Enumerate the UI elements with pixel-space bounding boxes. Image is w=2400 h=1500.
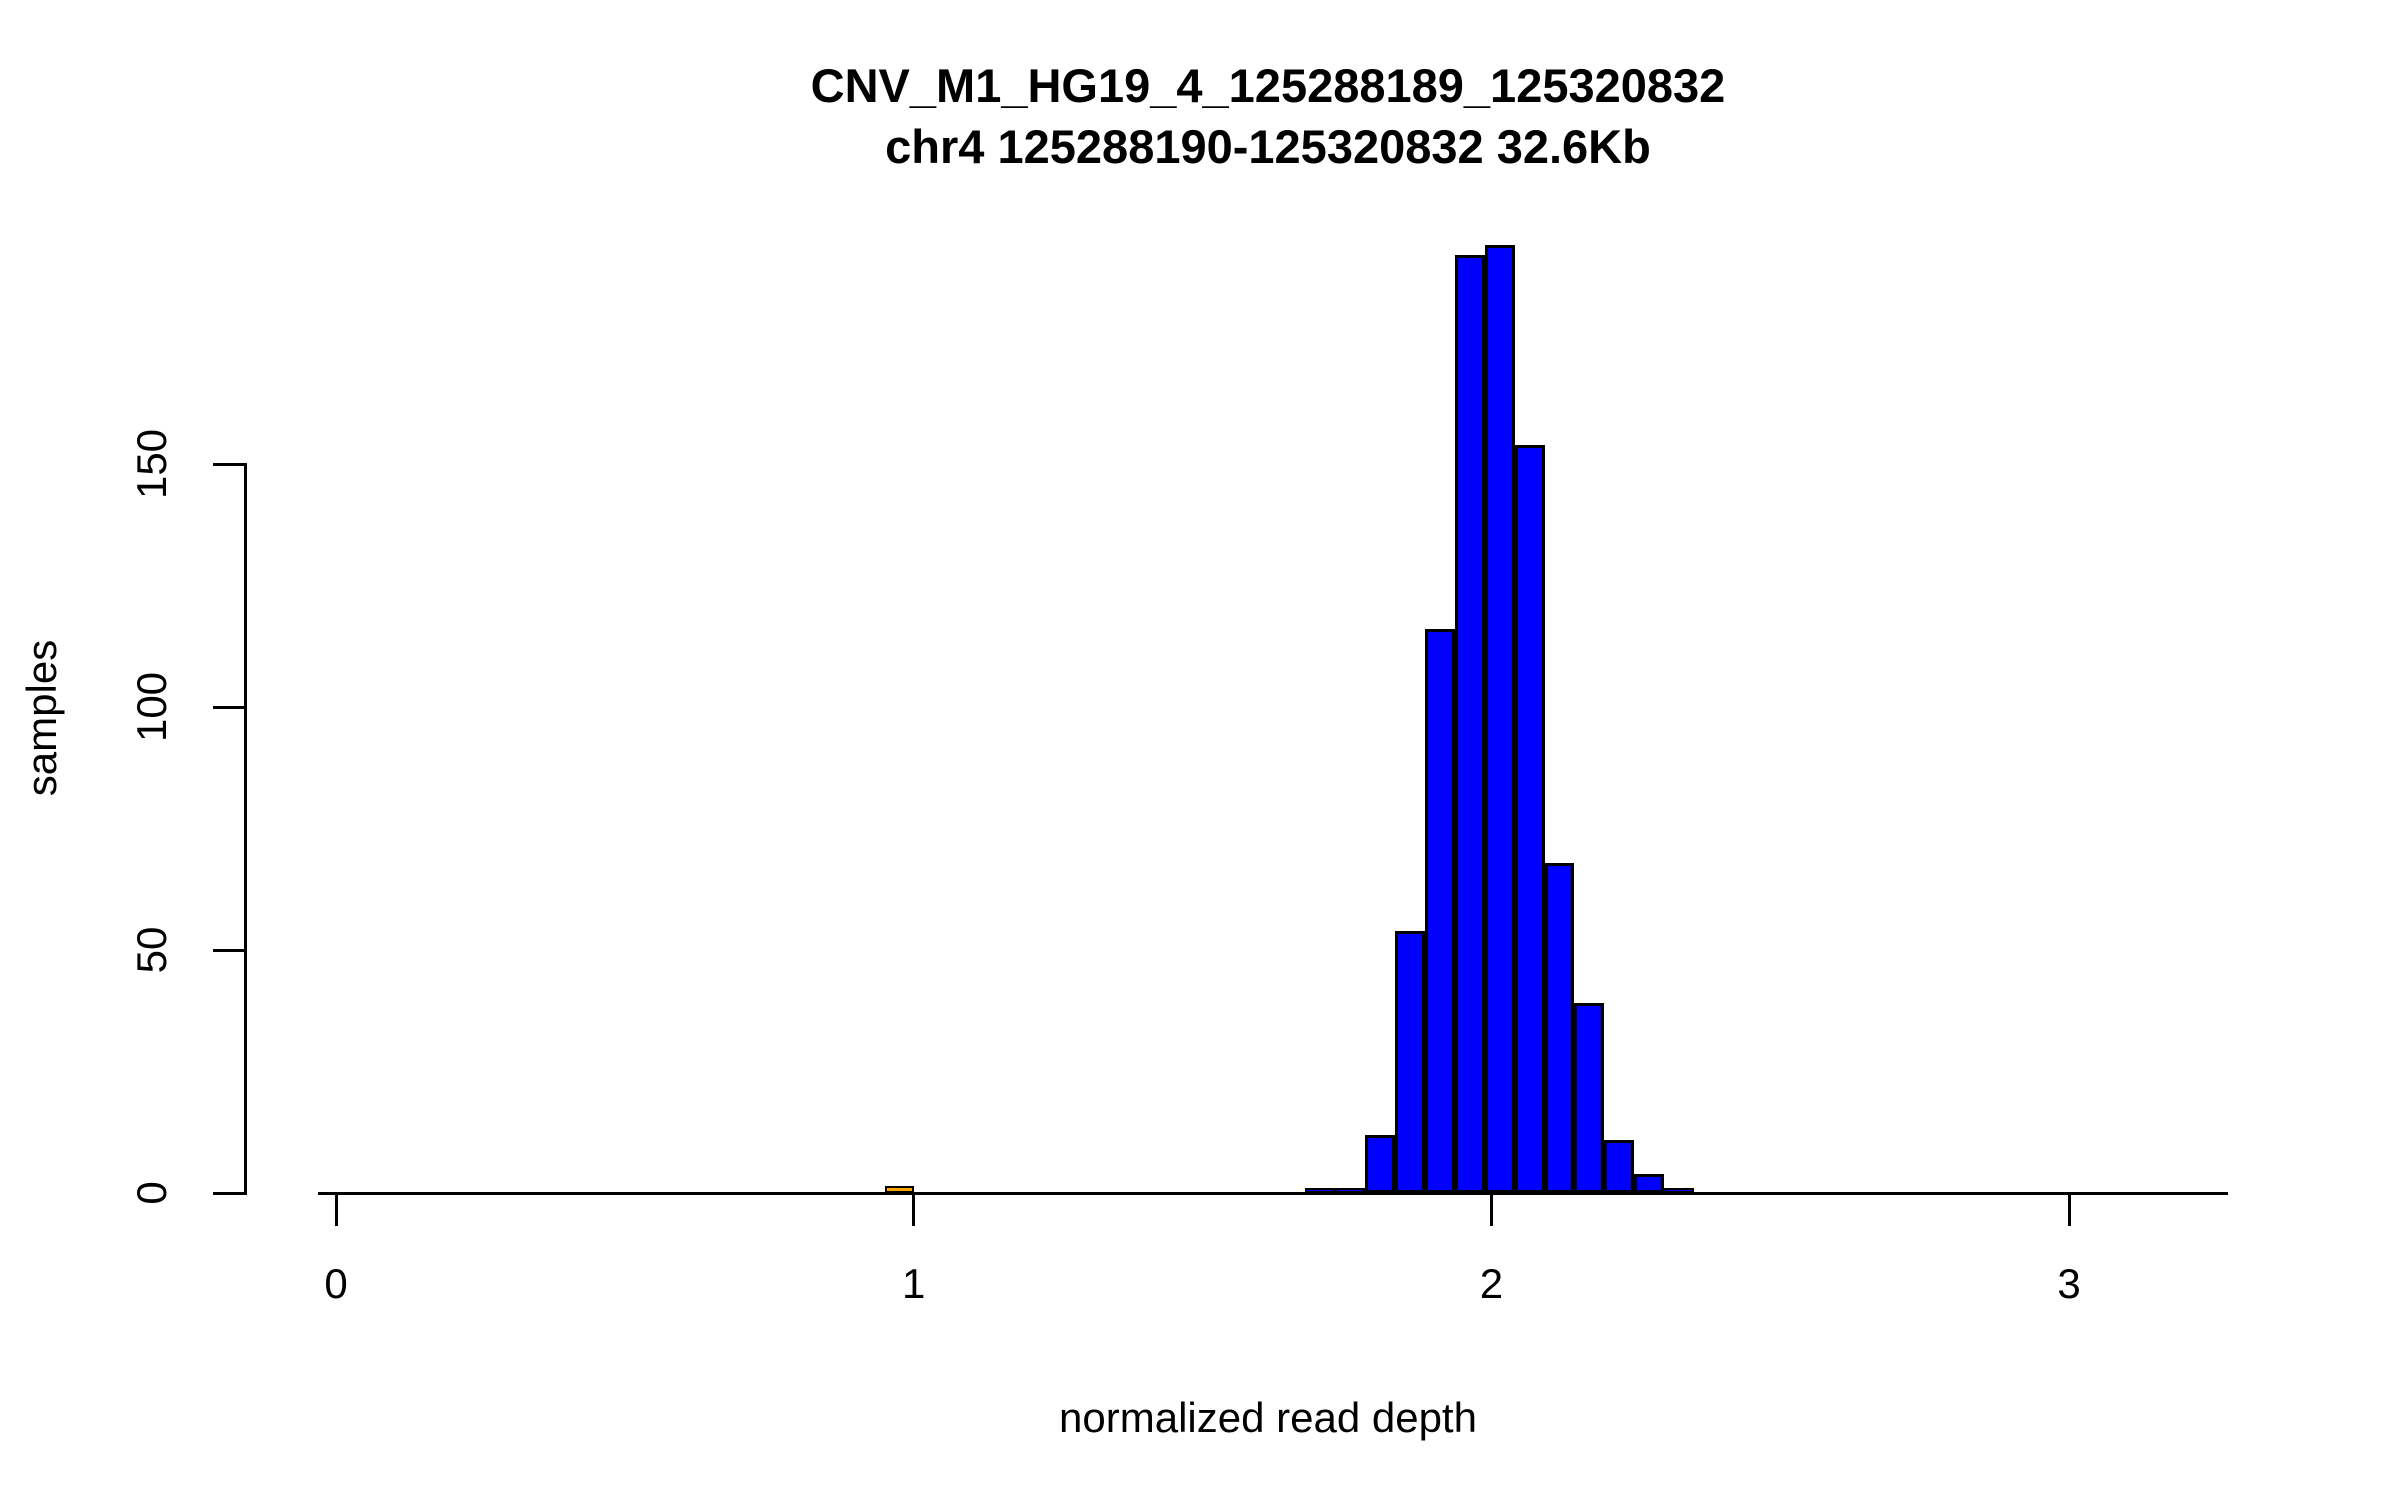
y-tick-label: 0 (128, 1181, 175, 1205)
highlight-bar (884, 1186, 914, 1193)
chart-title-line-1: CNV_M1_HG19_4_125288189_125320832 (810, 59, 1726, 112)
x-axis-tick (2067, 1193, 2071, 1226)
histogram-bar (1484, 245, 1515, 1193)
histogram-bar (1634, 1174, 1665, 1193)
histogram-bar (1335, 1188, 1365, 1193)
y-axis-tick (213, 705, 246, 709)
y-axis-line (244, 462, 247, 1195)
x-axis-label: normalized read depth (1059, 1394, 1477, 1441)
x-axis-tick (334, 1193, 338, 1226)
x-tick-label: 3 (2057, 1260, 2081, 1307)
y-axis-tick (213, 462, 246, 466)
x-tick-label: 1 (902, 1260, 926, 1307)
histogram-bar (1604, 1140, 1635, 1193)
y-axis-tick (213, 948, 246, 952)
y-axis-label: samples (18, 639, 65, 797)
histogram-bar (1455, 255, 1485, 1193)
x-axis-tick (1489, 1193, 1493, 1226)
histogram-bar (1305, 1188, 1336, 1193)
chart-title: CNV_M1_HG19_4_125288189_125320832 chr4 1… (136, 55, 2400, 177)
y-axis-tick (213, 1191, 246, 1195)
x-axis-line (318, 1191, 2228, 1195)
x-axis-tick (912, 1193, 916, 1226)
histogram-bar (1364, 1135, 1395, 1193)
histogram-bar (1664, 1188, 1694, 1193)
histogram-bar (1514, 445, 1545, 1193)
chart-title-line-2: chr4 125288190-125320832 32.6Kb (885, 120, 1651, 173)
histogram-bar (1544, 863, 1574, 1193)
y-tick-label: 50 (128, 926, 175, 974)
histogram-bar (1425, 629, 1455, 1193)
y-tick-label: 150 (128, 428, 175, 500)
y-tick-label: 100 (128, 671, 175, 743)
histogram-bar (1574, 1003, 1604, 1193)
x-tick-label: 2 (1479, 1260, 1504, 1307)
x-tick-label: 0 (324, 1260, 348, 1307)
histogram-bar (1394, 931, 1425, 1193)
